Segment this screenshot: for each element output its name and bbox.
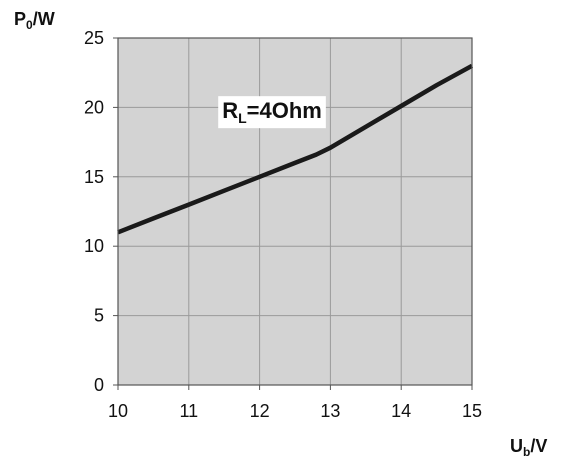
annotation-main: R (222, 98, 238, 123)
x-axis-label-main: U (510, 436, 523, 456)
y-axis-label-unit: /W (33, 9, 55, 29)
y-tick-label: 20 (84, 97, 104, 117)
y-tick-label: 15 (84, 167, 104, 187)
y-tick-label: 5 (94, 306, 104, 326)
series-line (117, 63, 474, 235)
x-tick-label: 11 (179, 401, 198, 421)
y-axis-label-main: P (14, 9, 26, 29)
x-tick-label: 10 (108, 401, 128, 421)
x-axis-label-sub: b (523, 445, 530, 458)
annotation-sub: L (238, 110, 247, 126)
series (117, 63, 474, 235)
plot-frame (117, 37, 473, 386)
annotation-rest: =4Ohm (247, 98, 322, 123)
x-axis-label: Ub/V (510, 436, 547, 458)
y-tick-label: 10 (84, 236, 104, 256)
y-axis-label: P0/W (14, 9, 55, 32)
x-tick-label: 15 (462, 401, 482, 421)
y-tick-label: 0 (94, 375, 104, 395)
x-tick-label: 12 (250, 401, 270, 421)
x-tick-label: 14 (391, 401, 411, 421)
ticks: 10 11 12 13 14 15 0 5 10 15 20 25 (84, 28, 482, 421)
x-tick-label: 13 (320, 401, 340, 421)
annotation-label: RL=4Ohm (222, 98, 322, 126)
annotation-box (218, 96, 326, 129)
x-axis-label-unit: /V (530, 436, 547, 456)
annotation-group: RL=4Ohm (218, 96, 326, 129)
y-tick-label: 25 (84, 28, 104, 48)
grid (118, 38, 472, 385)
y-axis-label-sub: 0 (26, 18, 33, 32)
